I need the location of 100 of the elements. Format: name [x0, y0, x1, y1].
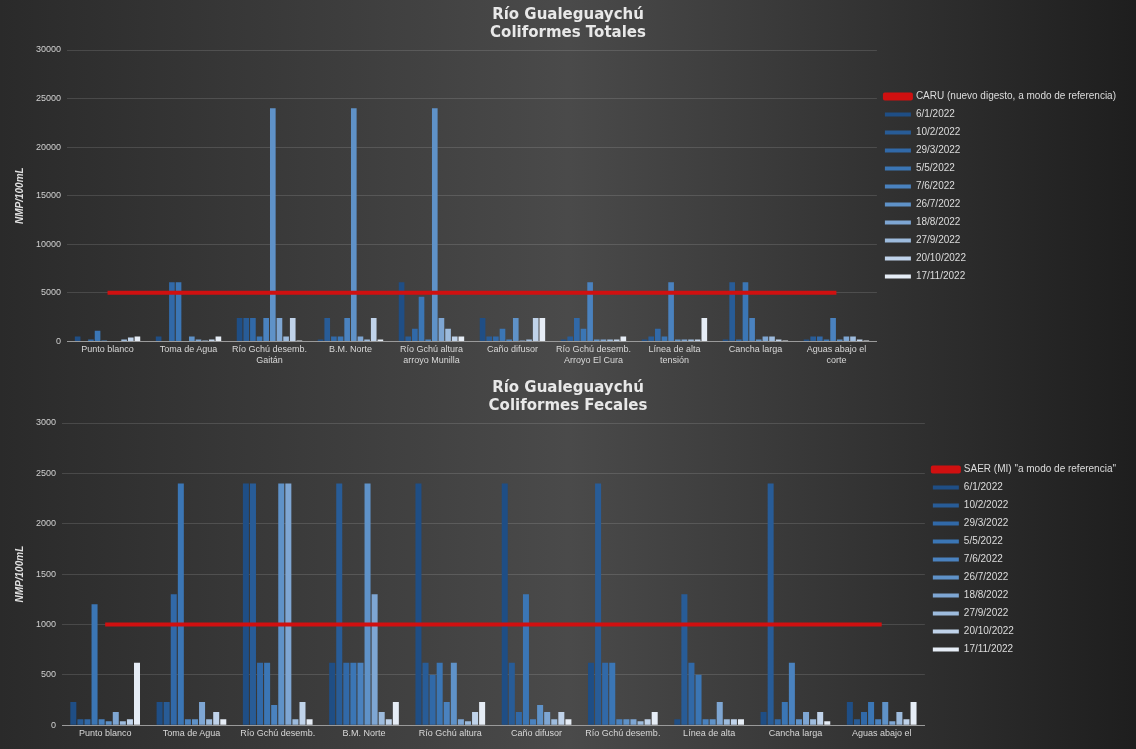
- bar: [464, 721, 471, 725]
- bar: [429, 674, 436, 725]
- legend-label: 18/8/2022: [963, 589, 1009, 601]
- bar: [392, 702, 399, 725]
- legend-label: 27/9/2022: [915, 234, 961, 246]
- bar: [749, 318, 755, 341]
- x-tick-label: Cancha larga: [768, 728, 823, 739]
- legend-label: 27/9/2022: [963, 607, 1009, 619]
- bar: [846, 702, 853, 725]
- legend-label: 17/11/2022: [915, 270, 966, 282]
- bar: [830, 318, 836, 341]
- y-tick-label: 0: [51, 719, 57, 730]
- bar: [472, 712, 479, 725]
- bar: [344, 318, 350, 341]
- y-tick-label: 1500: [35, 568, 57, 579]
- bar: [242, 483, 249, 725]
- x-tick-label: Punto blanco: [81, 344, 134, 355]
- bar: [243, 318, 250, 341]
- bar: [655, 328, 661, 341]
- y-tick-label: 0: [56, 335, 62, 346]
- bar: [324, 318, 331, 341]
- x-tick-label: Río Gchú desemb.: [240, 728, 316, 739]
- bar: [889, 721, 896, 725]
- y-tick-label: 2500: [35, 467, 57, 478]
- bar: [350, 108, 357, 341]
- bar: [701, 318, 708, 341]
- bar: [760, 712, 767, 725]
- legend-label: 5/5/2022: [963, 535, 1004, 547]
- bar: [558, 712, 565, 725]
- bar: [486, 336, 493, 341]
- x-tick-label: B.M. Norte: [328, 344, 372, 355]
- legend-label: 17/11/2022: [963, 643, 1014, 655]
- x-tick-label: Río Gchú desemb. Arroyo El Cura: [555, 344, 631, 366]
- bar: [817, 712, 824, 725]
- bar: [378, 712, 385, 725]
- bar: [853, 719, 860, 725]
- bar: [450, 662, 457, 725]
- y-tick-label: 10000: [36, 238, 62, 249]
- bar: [551, 719, 558, 725]
- x-tick-label: Cancha larga: [728, 344, 783, 355]
- bar: [299, 702, 306, 725]
- bar: [184, 719, 191, 725]
- x-tick-label: Caño difusor: [511, 728, 563, 739]
- bar: [623, 719, 630, 725]
- bar: [189, 336, 195, 341]
- bar: [493, 336, 499, 341]
- bar: [674, 719, 681, 725]
- bar: [861, 712, 868, 725]
- bar: [803, 712, 810, 725]
- bar: [882, 702, 889, 725]
- bar: [133, 662, 141, 725]
- bar: [903, 719, 910, 725]
- bar: [177, 483, 184, 725]
- bar: [336, 483, 343, 725]
- x-tick-label: Río Gchú desemb.: [585, 728, 661, 739]
- bar: [70, 702, 77, 725]
- bar: [515, 712, 522, 725]
- bar: [278, 483, 285, 725]
- bar: [574, 318, 580, 341]
- bar: [415, 483, 422, 725]
- bar: [250, 318, 256, 341]
- x-tick-label: Aguas abajo el corte: [806, 344, 867, 366]
- bar: [723, 719, 730, 725]
- bar: [343, 662, 350, 725]
- bar: [371, 594, 378, 725]
- x-tick-label: B.M. Norte: [342, 728, 386, 739]
- bar: [709, 719, 716, 725]
- legend-label: 6/1/2022: [963, 481, 1004, 493]
- bar: [479, 702, 486, 725]
- bar: [156, 702, 163, 725]
- bar: [263, 318, 269, 341]
- bar: [329, 662, 336, 725]
- bar: [781, 702, 788, 725]
- legend-label: 7/6/2022: [963, 553, 1004, 565]
- bar: [357, 662, 364, 725]
- bar: [774, 719, 781, 725]
- legend-label: 10/2/2022: [963, 499, 1009, 511]
- bar: [206, 719, 213, 725]
- bar: [412, 328, 418, 341]
- bar: [588, 662, 595, 725]
- bar: [457, 719, 464, 725]
- bar: [530, 719, 537, 725]
- bar: [716, 702, 723, 725]
- bar: [795, 719, 802, 725]
- bar: [199, 702, 206, 725]
- bar: [668, 282, 674, 341]
- bar: [264, 662, 271, 725]
- bar: [91, 604, 98, 725]
- bar: [810, 719, 817, 725]
- bar: [816, 336, 823, 341]
- legend-label: 20/10/2022: [915, 252, 967, 264]
- bar: [910, 702, 917, 725]
- bar: [737, 719, 744, 725]
- bar: [729, 282, 735, 341]
- legend-label: 18/8/2022: [915, 216, 961, 228]
- bar: [508, 662, 515, 725]
- bar: [163, 702, 170, 725]
- bar: [213, 712, 220, 725]
- legend-label: 10/2/2022: [915, 126, 961, 138]
- bar: [532, 318, 539, 341]
